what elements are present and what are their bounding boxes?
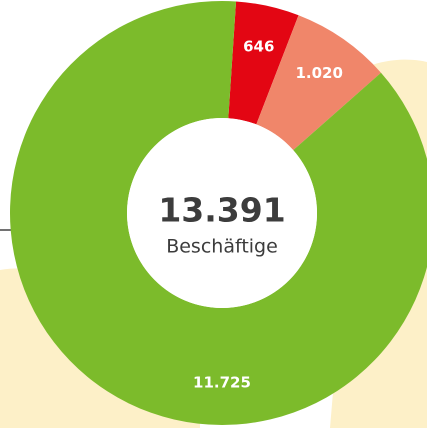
center-value: 13.391	[158, 191, 285, 230]
slice-label: 11.725	[193, 374, 251, 392]
slice	[10, 1, 427, 425]
slice	[228, 1, 299, 125]
slice	[256, 15, 381, 151]
slice-label: 1.020	[295, 64, 342, 82]
center-label: Beschäftige	[166, 236, 278, 258]
slice-label: 646	[243, 38, 274, 56]
donut	[10, 1, 427, 425]
donut-hole	[127, 118, 317, 308]
